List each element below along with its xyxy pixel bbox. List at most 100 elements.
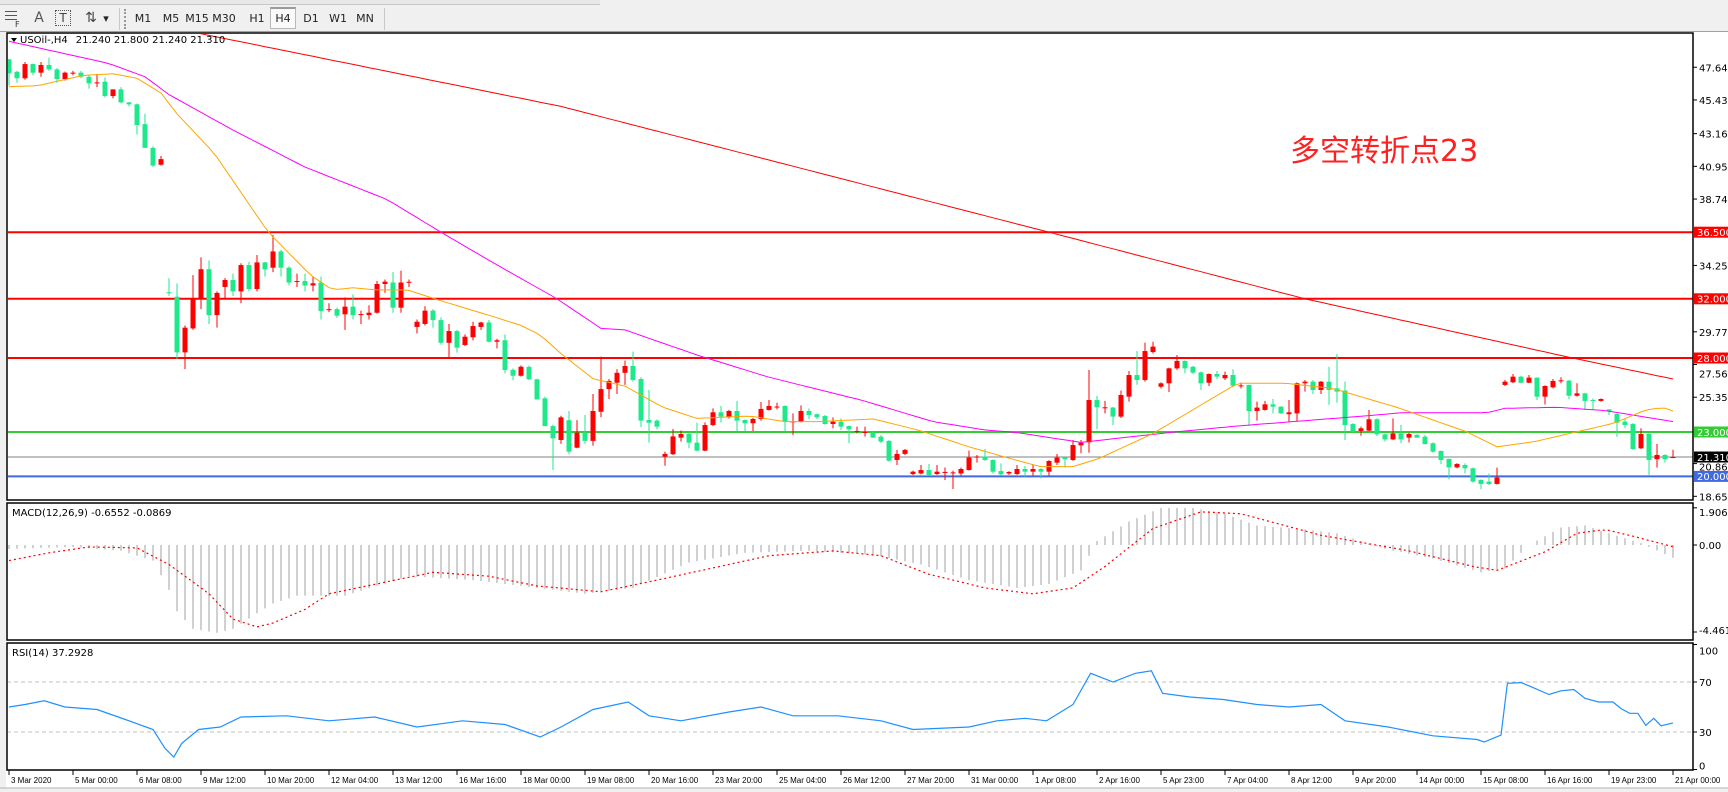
candle-body	[574, 432, 580, 448]
candle-body	[1446, 458, 1452, 468]
candle	[1070, 439, 1076, 461]
candle	[966, 450, 972, 471]
macd-tick-label: 1.9069	[1699, 508, 1728, 519]
candle	[358, 310, 364, 324]
candle	[1182, 360, 1188, 374]
candle	[958, 467, 964, 476]
candle	[1534, 377, 1540, 401]
candle-body	[622, 365, 628, 373]
candle-body	[1406, 433, 1412, 438]
timeframe-button-h4[interactable]: H4	[270, 7, 296, 29]
candle	[278, 249, 284, 277]
candle-body	[1134, 375, 1140, 381]
candle	[382, 279, 388, 293]
candle-body	[1390, 433, 1396, 440]
candle-body	[126, 102, 132, 105]
candle	[78, 70, 84, 79]
candle-body	[1486, 481, 1492, 484]
timeframe-button-mn[interactable]: MN	[356, 11, 374, 25]
candle-body	[686, 433, 692, 443]
candle	[1510, 373, 1516, 384]
candle-body	[446, 331, 452, 343]
timeframe-button-m15[interactable]: M15	[185, 11, 209, 25]
text-label-tool-icon[interactable]: T	[52, 7, 74, 29]
price-line-label-32.000-box	[1694, 293, 1728, 305]
candle-body	[614, 372, 620, 383]
text-tool-icon[interactable]: A	[34, 10, 44, 26]
time-axis-label: 16 Apr 16:00	[1547, 776, 1593, 785]
candle	[886, 440, 892, 462]
candle-body	[94, 82, 100, 84]
timeframe-button-d1[interactable]: D1	[303, 11, 319, 25]
candle-body	[798, 410, 804, 422]
chart-annotation-text[interactable]: 多空转折点23	[1290, 134, 1478, 169]
candle	[550, 424, 556, 471]
candle-body	[1502, 381, 1508, 385]
candle-body	[694, 442, 700, 451]
candle-body	[1478, 479, 1484, 484]
candle-body	[1014, 469, 1020, 475]
candle-body	[334, 309, 340, 316]
candle	[1214, 371, 1220, 380]
candle	[670, 429, 676, 455]
candle-body	[742, 420, 748, 424]
candle	[990, 459, 996, 474]
candle-body	[1542, 385, 1548, 397]
candle	[286, 266, 292, 286]
rsi-panel-border[interactable]	[6, 642, 1694, 771]
candle	[614, 369, 620, 394]
candle-body	[262, 262, 268, 270]
candle	[1006, 471, 1012, 475]
candle-body	[750, 418, 756, 424]
candle	[238, 263, 244, 304]
period-separator-grid-icon[interactable]: F	[2, 7, 22, 29]
candle-body	[102, 81, 108, 97]
candle	[1598, 398, 1604, 402]
candle	[438, 317, 444, 345]
candle-body	[1278, 406, 1284, 414]
candle-body	[582, 432, 588, 441]
candle-body	[766, 405, 772, 410]
timeframe-button-w1[interactable]: W1	[329, 11, 347, 25]
candle	[574, 420, 580, 449]
candle-body	[846, 426, 852, 430]
candle-body	[678, 433, 684, 438]
candle	[254, 254, 260, 292]
candle-body	[470, 326, 476, 338]
time-axis-label: 8 Apr 12:00	[1291, 776, 1332, 785]
candle	[630, 351, 636, 382]
timeframe-button-m30[interactable]: M30	[212, 11, 236, 25]
candle	[86, 75, 92, 89]
timeframe-button-m5[interactable]: M5	[162, 11, 180, 25]
candle	[950, 470, 956, 489]
candle	[8, 59, 12, 86]
timeframe-button-m1[interactable]: M1	[134, 11, 152, 25]
candle-body	[134, 104, 140, 126]
candle	[294, 273, 300, 287]
toolbar-grip[interactable]	[124, 9, 128, 29]
candle	[862, 426, 868, 437]
candle-body	[838, 421, 844, 427]
chart-menu-triangle-icon[interactable]	[11, 38, 17, 42]
candle-body	[382, 281, 388, 284]
candle-body	[1286, 412, 1292, 415]
candle-body	[822, 416, 828, 425]
candle-body	[1526, 377, 1532, 383]
candle	[198, 257, 204, 310]
timeframe-button-h1[interactable]: H1	[249, 11, 265, 25]
price-tick-label: 34.255	[1699, 261, 1728, 272]
candle	[766, 400, 772, 411]
candle-body	[518, 366, 524, 376]
candle-body	[342, 306, 348, 315]
candle-body	[294, 281, 300, 283]
arrows-dropdown-icon[interactable]: ▾	[103, 11, 109, 25]
candle	[526, 365, 532, 381]
candle	[1062, 457, 1068, 468]
candle	[38, 62, 44, 77]
time-axis-label: 2 Apr 16:00	[1099, 776, 1140, 785]
candle-body	[934, 471, 940, 475]
arrows-tool-icon[interactable]: ⇅	[85, 10, 97, 26]
candle	[142, 113, 148, 148]
price-line-label-32.000: 32.000	[1697, 295, 1728, 306]
